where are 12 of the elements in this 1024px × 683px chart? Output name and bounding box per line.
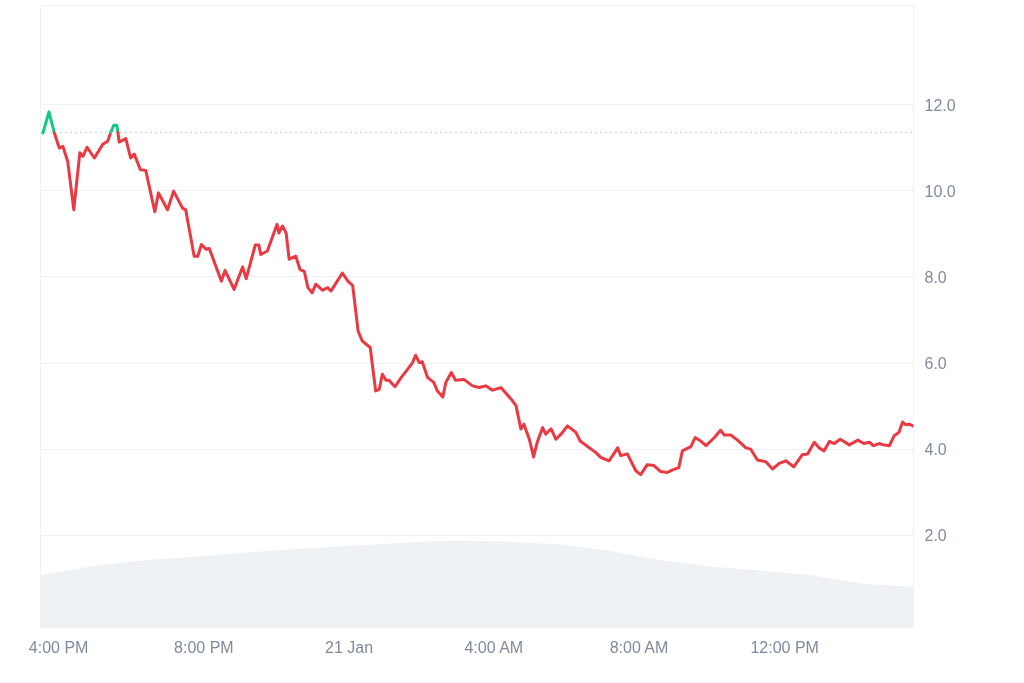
- y-tick-label: 4.0: [924, 441, 947, 459]
- y-tick-label: 6.0: [924, 355, 947, 373]
- y-tick-label: 12.0: [924, 96, 956, 114]
- x-tick-label: 8:00 PM: [174, 638, 234, 656]
- y-tick-label: 10.0: [924, 182, 956, 200]
- x-tick-label: 12:00 PM: [750, 638, 819, 656]
- x-tick-label: 4:00 AM: [464, 638, 524, 656]
- y-tick-label: 2.0: [924, 527, 947, 545]
- x-tick-label: 21 Jan: [325, 638, 374, 656]
- x-tick-label: 4:00 PM: [28, 638, 89, 656]
- x-tick-label: 8:00 AM: [609, 638, 669, 656]
- y-tick-label: 8.0: [924, 268, 947, 286]
